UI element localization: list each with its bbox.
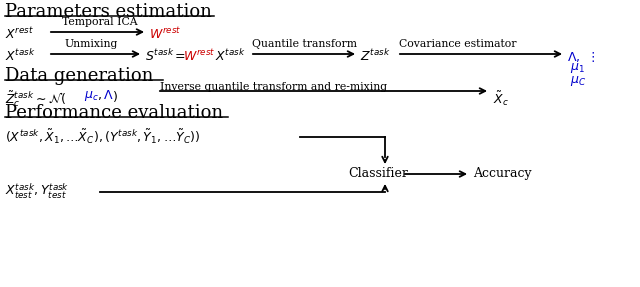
Text: Performance evaluation: Performance evaluation	[5, 104, 223, 122]
Text: Covariance estimator: Covariance estimator	[399, 39, 516, 49]
Text: $X^{task}$: $X^{task}$	[215, 48, 246, 64]
Text: $X^{rest}$: $X^{rest}$	[5, 26, 34, 42]
Text: $Z^{task}$: $Z^{task}$	[360, 48, 390, 64]
Text: Inverse quantile transform and re-mixing: Inverse quantile transform and re-mixing	[160, 82, 387, 92]
Text: $\mu_C$: $\mu_C$	[570, 74, 586, 88]
Text: $\Lambda$: $\Lambda$	[103, 89, 113, 102]
Text: Data generation: Data generation	[5, 67, 154, 85]
Text: $W^{rest}$: $W^{rest}$	[183, 48, 216, 64]
Text: $X^{task}_{test},Y^{task}_{test}$: $X^{task}_{test},Y^{task}_{test}$	[5, 182, 69, 201]
Text: $\tilde{Z}_c^{task}\sim\mathcal{N}($: $\tilde{Z}_c^{task}\sim\mathcal{N}($	[5, 89, 66, 109]
Text: Accuracy: Accuracy	[473, 167, 532, 180]
Text: $,$: $,$	[97, 89, 102, 102]
Text: Temporal ICA: Temporal ICA	[62, 17, 138, 27]
Text: Classifier: Classifier	[348, 167, 408, 180]
Text: $\mu_c$: $\mu_c$	[84, 89, 99, 103]
Text: $S^{task}=$: $S^{task}=$	[145, 48, 186, 64]
Text: Quantile transform: Quantile transform	[252, 39, 357, 49]
Text: $)$: $)$	[112, 89, 118, 104]
Text: $X^{task}$: $X^{task}$	[5, 48, 36, 64]
Text: $(X^{task},\tilde{X}_1,\ldots\tilde{X}_C),(Y^{task},\tilde{Y}_1,\ldots\tilde{Y}_: $(X^{task},\tilde{X}_1,\ldots\tilde{X}_C…	[5, 127, 200, 146]
Text: $\mu_1$: $\mu_1$	[570, 61, 585, 75]
Text: $\tilde{X}_c$: $\tilde{X}_c$	[493, 89, 509, 108]
Text: $\Lambda,$: $\Lambda,$	[567, 50, 580, 64]
Text: $W^{rest}$: $W^{rest}$	[149, 26, 182, 42]
Text: Parameters estimation: Parameters estimation	[5, 3, 212, 21]
Text: $\vdots$: $\vdots$	[586, 50, 595, 64]
Text: Unmixing: Unmixing	[65, 39, 118, 49]
